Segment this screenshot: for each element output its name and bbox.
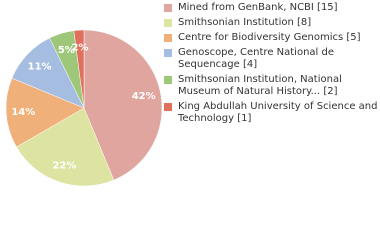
legend-item: Mined from GenBank, NCBI [15] [164, 2, 378, 14]
pie-slice [83, 29, 163, 181]
legend-swatch [164, 49, 172, 57]
legend-label: Smithsonian Institution [8] [178, 17, 312, 28]
legend-label: Centre for Biodiversity Genomics [5] [178, 32, 361, 43]
legend-swatch [164, 103, 172, 111]
legend-item: Centre for Biodiversity Genomics [5] [164, 32, 378, 44]
legend-label: King Abdullah University of Science and … [178, 101, 378, 124]
slice-label: 42% [132, 91, 156, 102]
legend-item: King Abdullah University of Science and … [164, 101, 378, 125]
legend-swatch [164, 19, 172, 27]
pie-slice [16, 107, 115, 187]
legend-item: Smithsonian Institution [8] [164, 17, 378, 29]
slice-label: 22% [52, 161, 76, 172]
chart: 42% 22% 14% 11% 5%2% [5, 29, 163, 187]
legend-label: Mined from GenBank, NCBI [15] [178, 2, 338, 13]
pie-slice [73, 29, 85, 109]
legend-swatch [164, 4, 172, 12]
legend-swatch [164, 76, 172, 84]
legend-swatch [164, 34, 172, 42]
legend: Mined from GenBank, NCBI [15] Smithsonian… [164, 2, 378, 128]
legend-label: Genoscope, Centre National de Sequencage… [178, 47, 335, 70]
slice-label: 5% [58, 45, 75, 56]
slice-label: 2% [72, 42, 89, 53]
legend-item: Genoscope, Centre National de Sequencage… [164, 47, 378, 71]
pie-slice [5, 77, 85, 148]
legend-item: Smithsonian Institution, National Museum… [164, 74, 378, 98]
slice-label: 14% [11, 107, 35, 118]
slice-label: 11% [28, 61, 52, 72]
legend-label: Smithsonian Institution, National Museum… [178, 74, 342, 97]
